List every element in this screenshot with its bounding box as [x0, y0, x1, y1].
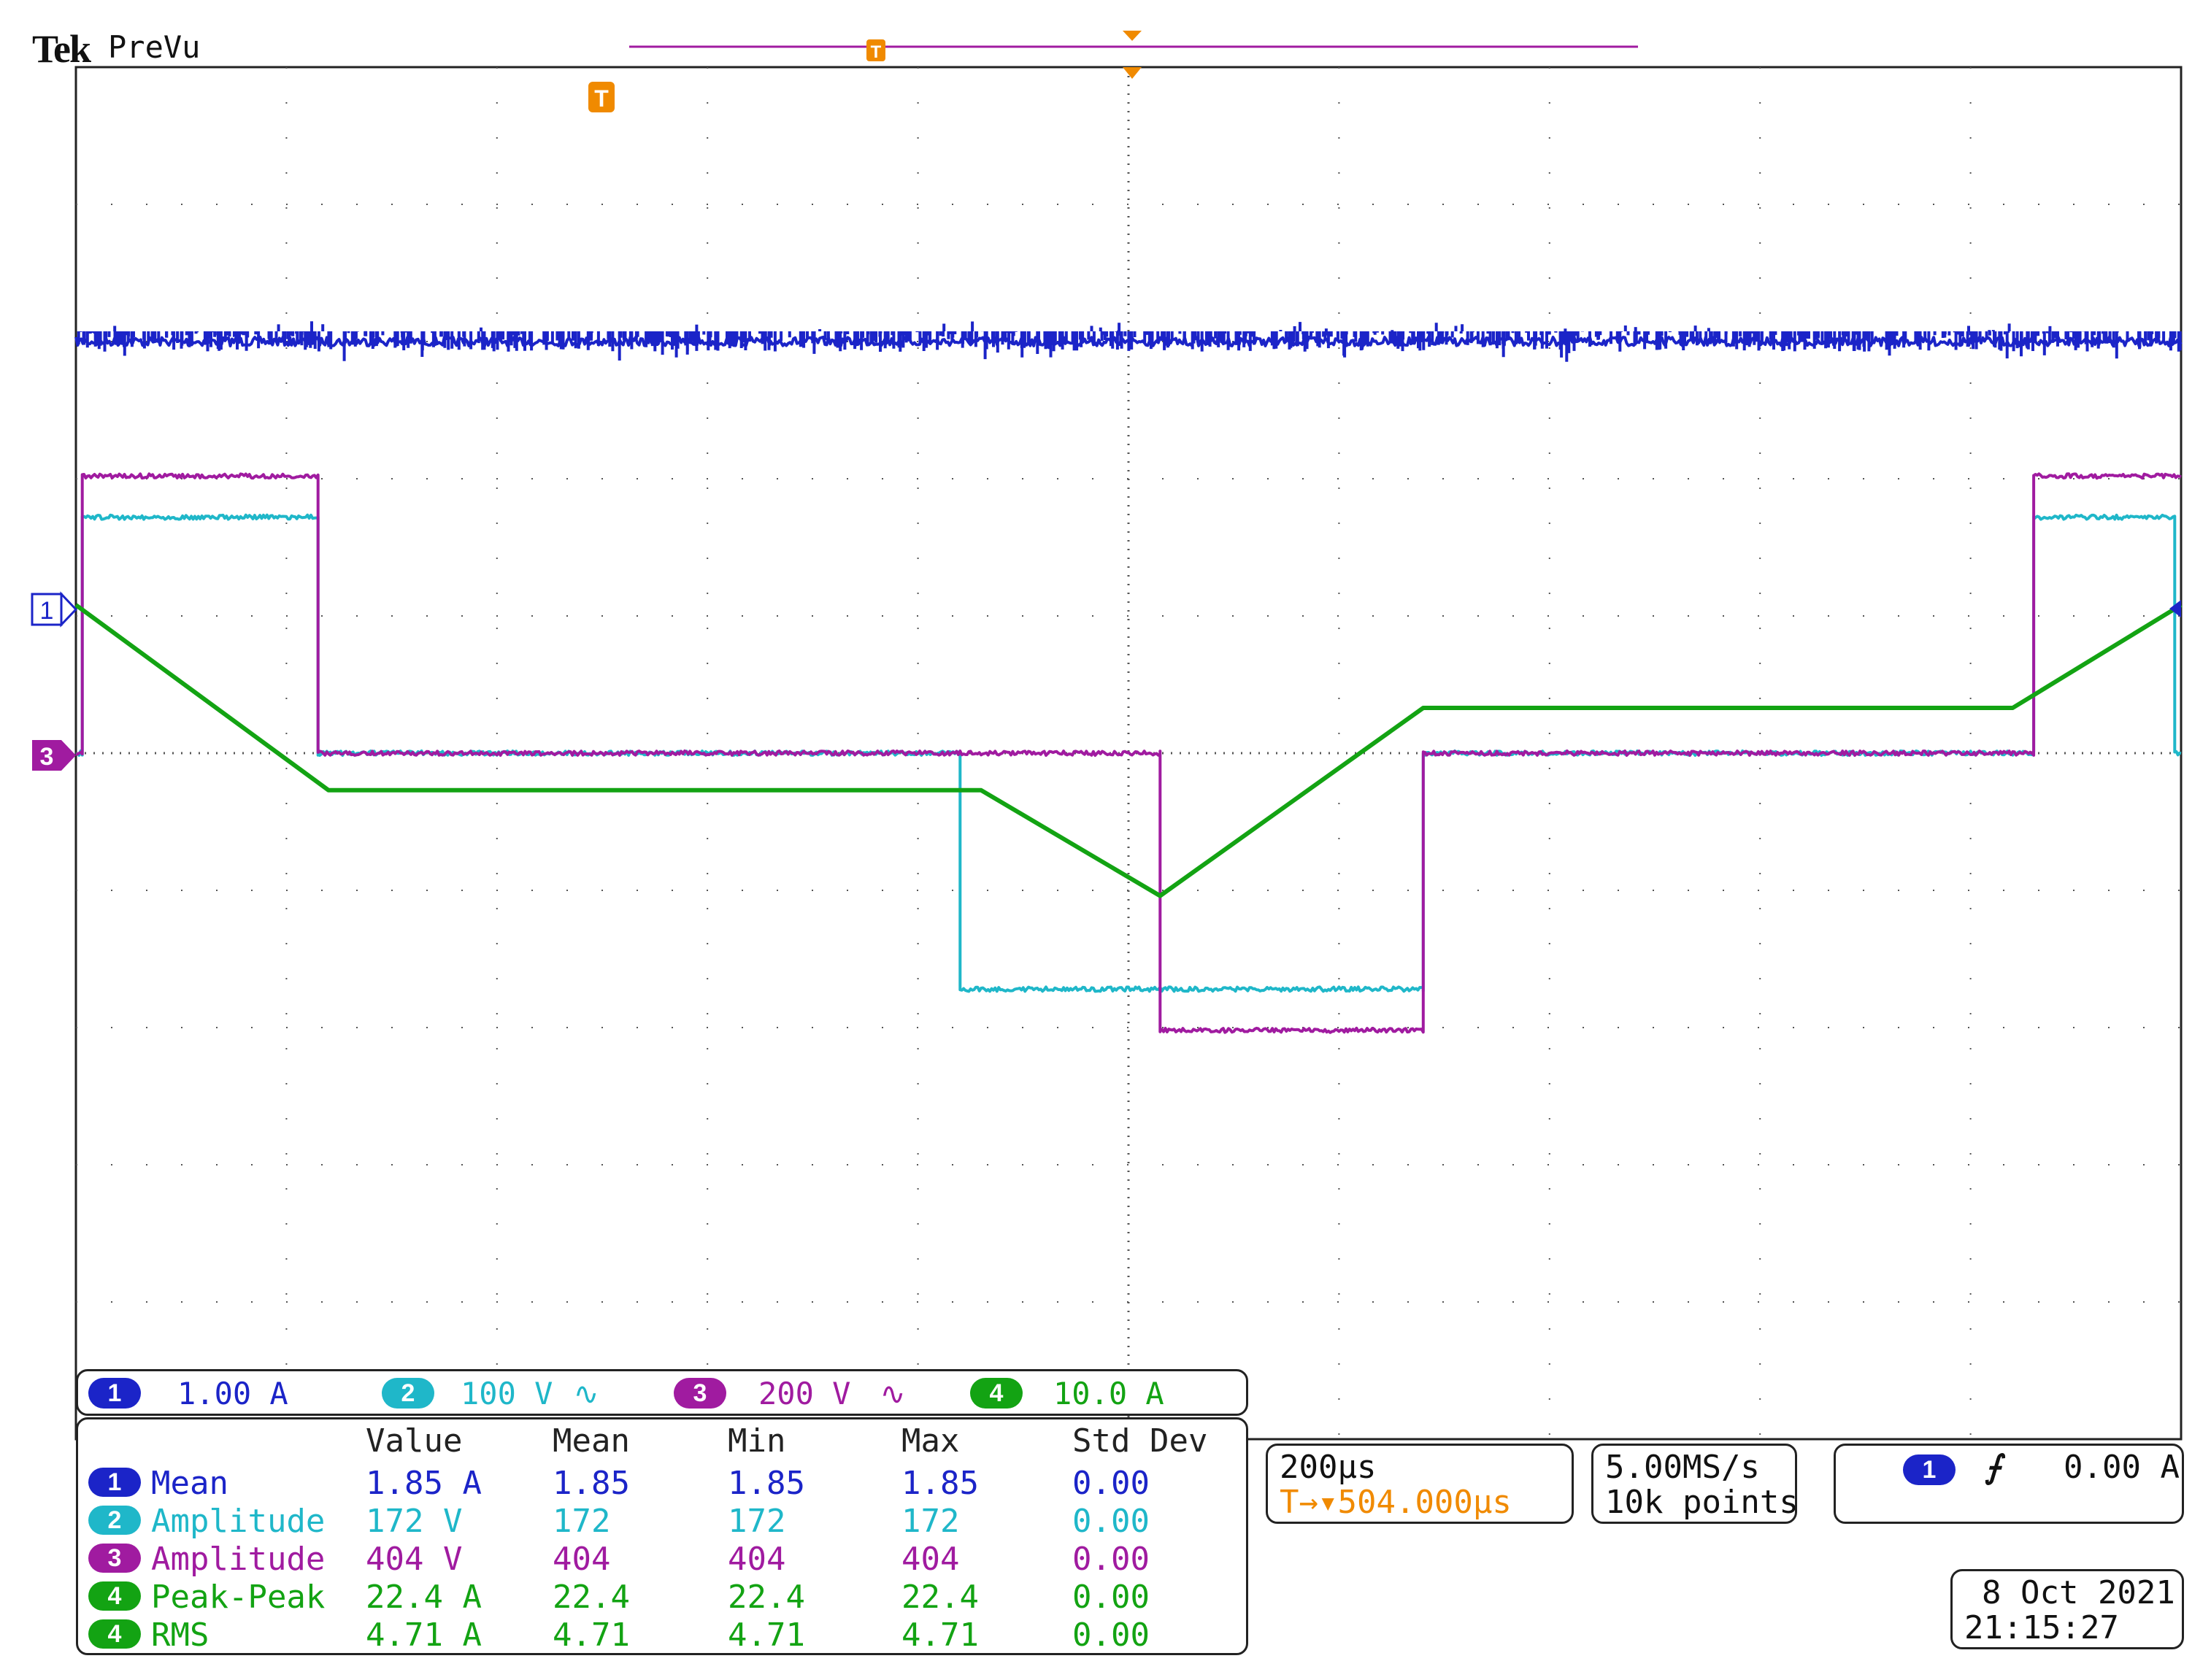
trigger-position-icon[interactable]: T	[588, 82, 615, 112]
measurement-name: RMS	[151, 1617, 209, 1654]
graticule-grid	[76, 67, 2181, 1439]
channel-4-trace	[74, 603, 2183, 898]
channel-4-scale[interactable]: 4 10.0 A	[970, 1375, 1164, 1411]
measurement-min: 404	[728, 1541, 786, 1578]
measurement-max: 4.71	[901, 1617, 979, 1654]
measurement-channel-badge: 3	[88, 1544, 141, 1573]
ch1-ground-marker[interactable]: 1	[31, 591, 78, 628]
measurement-std: 0.00	[1072, 1617, 1150, 1654]
ch1-trigger-level-arrow[interactable]	[2169, 600, 2181, 617]
expansion-point-marker	[1123, 67, 1142, 79]
measurement-max: 1.85	[901, 1465, 979, 1502]
datetime-box: 8 Oct 2021 21:15:27	[1950, 1569, 2184, 1649]
measurement-channel-badge: 4	[88, 1581, 141, 1611]
measurement-name: Mean	[151, 1465, 228, 1502]
timebase-box[interactable]: 200µs T→▾504.000µs	[1266, 1444, 1574, 1524]
channel-2-scale-value: 100 V	[461, 1375, 553, 1411]
acquisition-status: PreVu	[108, 29, 201, 65]
measurement-std: 0.00	[1072, 1465, 1150, 1502]
measurement-min: 172	[728, 1503, 786, 1540]
channel-4-scale-value: 10.0 A	[1053, 1375, 1164, 1411]
measurement-mean: 172	[553, 1503, 611, 1540]
measurement-name: Peak-Peak	[151, 1579, 326, 1616]
trigger-level: 0.00 A	[2064, 1449, 2180, 1486]
measurement-mean: 22.4	[553, 1579, 630, 1616]
trigger-position-glyph: T→▾	[1280, 1484, 1338, 1521]
header-mean: Mean	[553, 1422, 630, 1460]
header-min: Min	[728, 1422, 786, 1460]
timeline-trigger-icon: T	[866, 39, 885, 62]
measurement-std: 0.00	[1072, 1579, 1150, 1616]
svg-text:T: T	[594, 85, 609, 112]
channel-1-scale-value: 1.00 A	[177, 1375, 288, 1411]
waveform-traces	[74, 321, 2183, 1034]
measurements-panel: Value Mean Min Max Std Dev 1 Mean 1.85 A 1.…	[76, 1417, 1248, 1655]
measurement-min: 1.85	[728, 1465, 805, 1502]
channel-1-badge: 1	[88, 1378, 141, 1409]
measurement-mean: 4.71	[553, 1617, 630, 1654]
timebase-scale: 200µs	[1280, 1449, 1377, 1486]
measurement-std: 0.00	[1072, 1541, 1150, 1578]
measurement-max: 22.4	[901, 1579, 979, 1616]
channel-2-coupling-icon: ∿	[573, 1375, 599, 1411]
ch3-ground-marker[interactable]: 3	[32, 740, 76, 771]
channel-2-badge: 2	[382, 1378, 434, 1409]
measurement-max: 404	[901, 1541, 960, 1578]
measurement-channel-badge: 4	[88, 1619, 141, 1649]
trigger-source-badge: 1	[1903, 1454, 1956, 1485]
channel-3-trace	[75, 472, 2182, 1034]
acquisition-box[interactable]: 5.00MS/s 10k points	[1591, 1444, 1799, 1524]
measurement-min: 22.4	[728, 1579, 805, 1616]
date-label: 8 Oct 2021	[1982, 1574, 2175, 1611]
timeline-center-marker	[1123, 31, 1142, 41]
header-max: Max	[901, 1422, 960, 1460]
measurement-std: 0.00	[1072, 1503, 1150, 1540]
channel-3-scale[interactable]: 3 200 V ∿	[674, 1375, 906, 1411]
channel-3-badge: 3	[674, 1378, 726, 1409]
channel-4-badge: 4	[970, 1378, 1023, 1409]
brand-logo: Tek	[32, 27, 91, 71]
channel-2-scale[interactable]: 2 100 V ∿	[382, 1375, 599, 1411]
svg-text:3: 3	[40, 743, 54, 771]
measurement-value: 4.71 A	[366, 1617, 482, 1654]
time-label: 21:15:27	[1964, 1609, 2119, 1646]
trigger-box[interactable]: 1 ⨍ 0.00 A	[1834, 1444, 2184, 1524]
svg-text:T: T	[871, 42, 882, 62]
timebase-position-row: T→▾504.000µs	[1280, 1484, 1512, 1521]
measurement-channel-badge: 1	[88, 1468, 141, 1497]
measurement-value: 172 V	[366, 1503, 463, 1540]
measurement-value: 22.4 A	[366, 1579, 482, 1616]
header-std-dev: Std Dev	[1072, 1422, 1208, 1460]
channel-1-scale[interactable]: 1 1.00 A	[88, 1375, 288, 1411]
header-value: Value	[366, 1422, 463, 1460]
record-length: 10k points	[1605, 1484, 1799, 1521]
measurement-max: 172	[901, 1503, 960, 1540]
sample-rate: 5.00MS/s	[1605, 1449, 1760, 1486]
channel-scale-bar: 1 1.00 A 2 100 V ∿ 3 200 V ∿ 4 10.0 A	[76, 1369, 1248, 1416]
measurement-name: Amplitude	[151, 1503, 326, 1540]
measurement-name: Amplitude	[151, 1541, 326, 1578]
rising-edge-icon: ⨍	[1985, 1449, 2002, 1486]
channel-3-scale-value: 200 V	[758, 1375, 851, 1411]
measurement-value: 1.85 A	[366, 1465, 482, 1502]
measurement-value: 404 V	[366, 1541, 463, 1578]
measurement-channel-badge: 2	[88, 1506, 141, 1535]
measurement-mean: 404	[553, 1541, 611, 1578]
svg-text:1: 1	[40, 597, 54, 625]
timebase-position: 504.000µs	[1337, 1484, 1512, 1521]
measurement-min: 4.71	[728, 1617, 805, 1654]
measurement-mean: 1.85	[553, 1465, 630, 1502]
channel-1-trace	[74, 321, 2183, 362]
channel-3-coupling-icon: ∿	[880, 1375, 906, 1411]
